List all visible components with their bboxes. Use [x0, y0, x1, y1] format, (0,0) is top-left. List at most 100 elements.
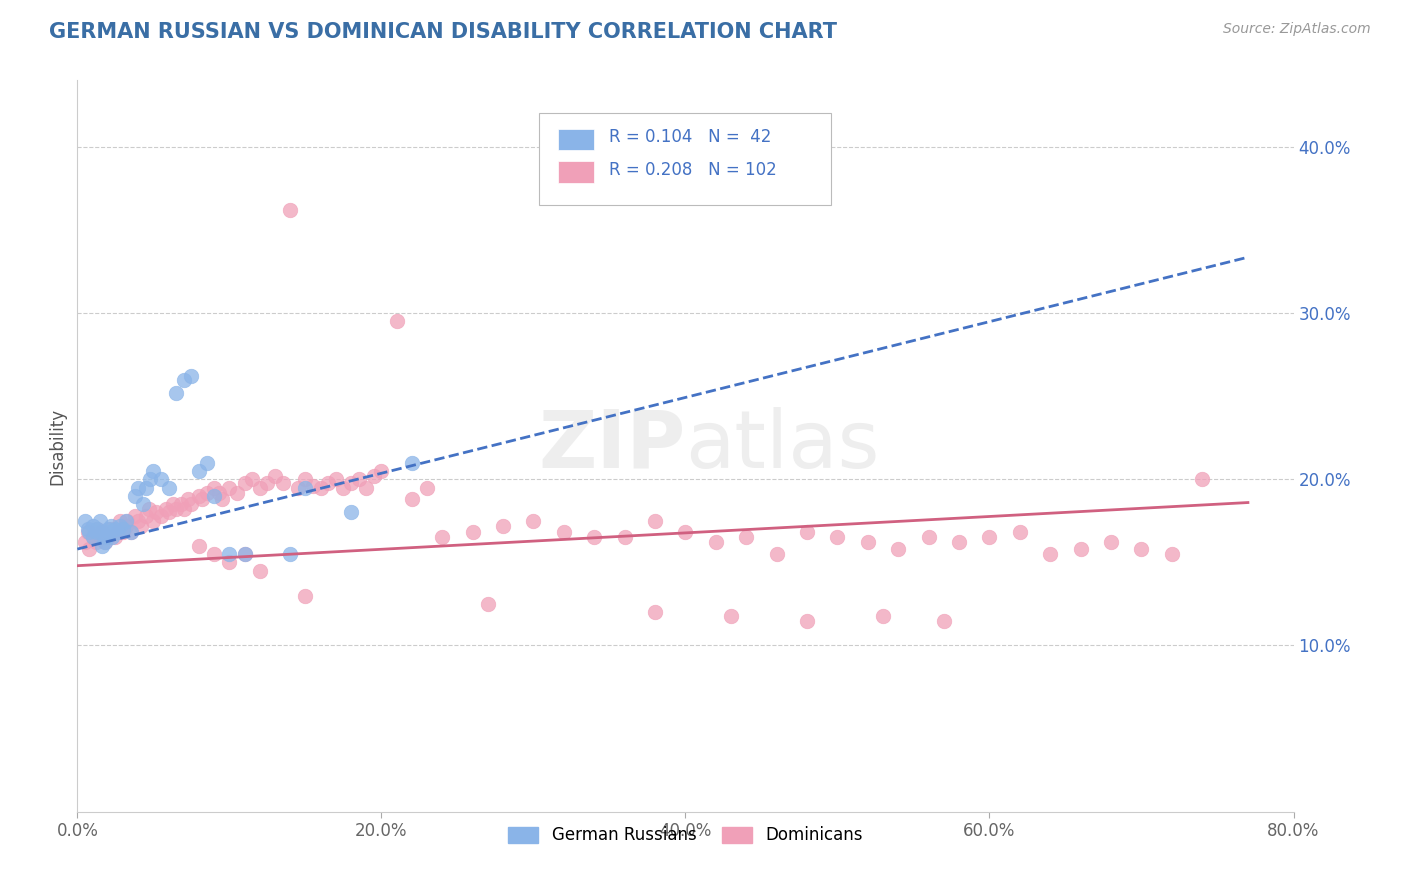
Point	[218, 555, 240, 569]
Point	[363, 469, 385, 483]
Text: GERMAN RUSSIAN VS DOMINICAN DISABILITY CORRELATION CHART: GERMAN RUSSIAN VS DOMINICAN DISABILITY C…	[49, 22, 837, 42]
Point	[271, 475, 294, 490]
Point	[195, 456, 218, 470]
Point	[302, 479, 325, 493]
Point	[111, 525, 134, 540]
Point	[180, 497, 202, 511]
Point	[107, 525, 129, 540]
Point	[180, 369, 202, 384]
Point	[309, 481, 332, 495]
Point	[165, 502, 187, 516]
Point	[191, 492, 214, 507]
Point	[89, 514, 111, 528]
Point	[233, 547, 256, 561]
Point	[644, 514, 666, 528]
Text: ZIP: ZIP	[538, 407, 686, 485]
Point	[115, 514, 138, 528]
Point	[401, 456, 423, 470]
Point	[294, 589, 316, 603]
Point	[1099, 535, 1122, 549]
Point	[120, 525, 142, 540]
Point	[93, 535, 115, 549]
Point	[233, 475, 256, 490]
Point	[149, 472, 172, 486]
Point	[918, 530, 941, 544]
Point	[124, 508, 146, 523]
Point	[264, 469, 287, 483]
Point	[117, 514, 139, 528]
Point	[127, 514, 149, 528]
Point	[796, 614, 818, 628]
Point	[82, 530, 104, 544]
Point	[218, 481, 240, 495]
Point	[218, 547, 240, 561]
Point	[93, 535, 115, 549]
Point	[553, 525, 575, 540]
Point	[370, 464, 392, 478]
Point	[226, 485, 249, 500]
Point	[278, 547, 301, 561]
Point	[644, 605, 666, 619]
Point	[108, 518, 131, 533]
Point	[101, 530, 124, 544]
Point	[796, 525, 818, 540]
Legend: German Russians, Dominicans: German Russians, Dominicans	[502, 820, 869, 851]
Point	[340, 506, 363, 520]
Point	[149, 508, 172, 523]
Point	[347, 472, 370, 486]
Point	[173, 502, 195, 516]
Point	[202, 481, 225, 495]
Point	[129, 518, 152, 533]
Point	[287, 481, 309, 495]
Point	[142, 464, 165, 478]
Bar	[558, 161, 595, 183]
Point	[932, 614, 955, 628]
Point	[385, 314, 408, 328]
Point	[856, 535, 879, 549]
Point	[765, 547, 787, 561]
Point	[173, 372, 195, 386]
Point	[294, 472, 316, 486]
Point	[96, 530, 118, 544]
Point	[138, 502, 160, 516]
Point	[84, 525, 107, 540]
Point	[948, 535, 970, 549]
Point	[90, 525, 112, 540]
Point	[477, 597, 499, 611]
Point	[720, 608, 742, 623]
Point	[90, 539, 112, 553]
Point	[1130, 542, 1153, 557]
Point	[100, 518, 122, 533]
Point	[73, 535, 96, 549]
Point	[827, 530, 849, 544]
Point	[139, 472, 162, 486]
Point	[77, 525, 100, 540]
Point	[1070, 542, 1092, 557]
Point	[86, 522, 108, 536]
Point	[97, 522, 120, 536]
Point	[887, 542, 910, 557]
Point	[354, 481, 377, 495]
Point	[416, 481, 439, 495]
Point	[211, 492, 233, 507]
Point	[202, 547, 225, 561]
Point	[104, 522, 127, 536]
Point	[100, 522, 122, 536]
Point	[1191, 472, 1213, 486]
Point	[202, 489, 225, 503]
Point	[1039, 547, 1062, 561]
Point	[256, 475, 278, 490]
Point	[157, 506, 180, 520]
Point	[583, 530, 606, 544]
Point	[89, 525, 111, 540]
Point	[278, 202, 301, 217]
Text: R = 0.208   N = 102: R = 0.208 N = 102	[609, 161, 776, 178]
Text: R = 0.104   N =  42: R = 0.104 N = 42	[609, 128, 770, 146]
Point	[142, 514, 165, 528]
Point	[89, 530, 111, 544]
Point	[401, 492, 423, 507]
Point	[104, 530, 127, 544]
Point	[155, 502, 177, 516]
Point	[115, 518, 138, 533]
Point	[84, 535, 107, 549]
